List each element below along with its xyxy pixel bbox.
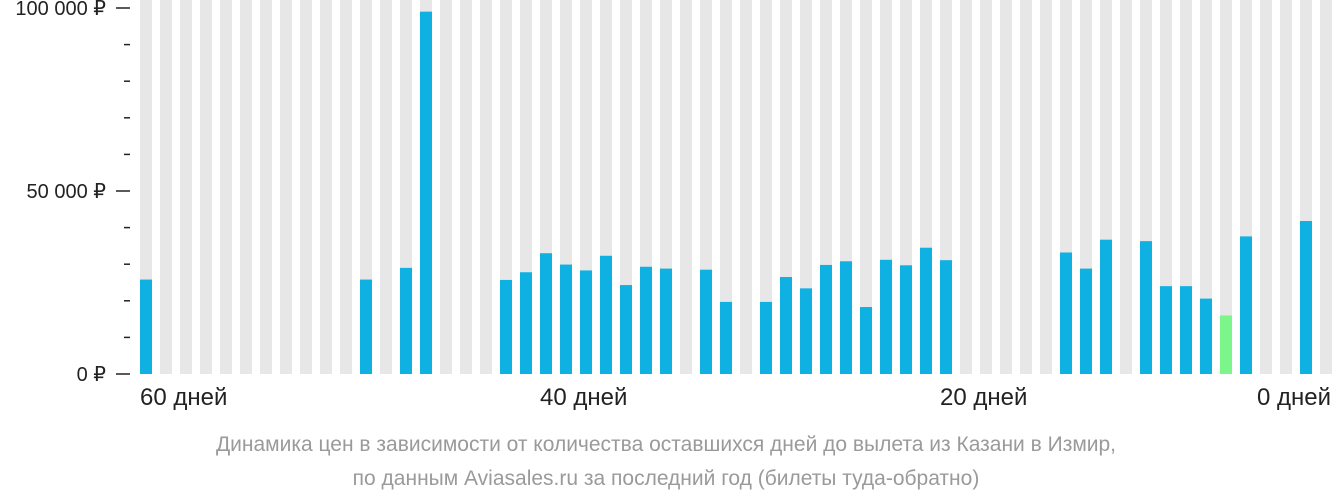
x-tick-label: 60 дней <box>140 384 227 411</box>
background-column <box>160 0 172 374</box>
bar <box>560 264 572 374</box>
background-column <box>680 0 692 374</box>
background-column <box>760 0 772 374</box>
y-tick-label: 50 000 ₽ <box>27 181 107 203</box>
background-column <box>200 0 212 374</box>
bar <box>1240 236 1252 374</box>
background-column <box>860 0 872 374</box>
background-column <box>980 0 992 374</box>
bar <box>700 269 712 374</box>
bar <box>820 264 832 374</box>
background-column <box>460 0 472 374</box>
bar <box>640 266 652 374</box>
background-column <box>960 0 972 374</box>
bar <box>940 260 952 374</box>
bar <box>800 288 812 374</box>
bar <box>1160 286 1172 374</box>
background-columns <box>140 0 1332 374</box>
background-column <box>1280 0 1292 374</box>
background-column <box>320 0 332 374</box>
bar <box>840 261 852 374</box>
background-column <box>720 0 732 374</box>
bar <box>900 265 912 374</box>
x-tick-label: 20 дней <box>940 384 1027 411</box>
background-column <box>300 0 312 374</box>
background-column <box>440 0 452 374</box>
bar <box>620 285 632 374</box>
background-column <box>1020 0 1032 374</box>
x-tick-label: 0 дней <box>1257 384 1331 411</box>
y-tick-label: 100 000 ₽ <box>15 0 106 20</box>
bar <box>760 301 772 374</box>
bar <box>880 259 892 374</box>
background-column <box>260 0 272 374</box>
background-column <box>180 0 192 374</box>
background-column <box>1040 0 1052 374</box>
bar <box>780 277 792 374</box>
chart-caption-line-2: по данным Aviasales.ru за последний год … <box>352 467 980 490</box>
bar <box>580 270 592 374</box>
bar <box>920 247 932 374</box>
background-column <box>1320 0 1332 374</box>
price-bars <box>140 11 1312 374</box>
background-column <box>1200 0 1212 374</box>
background-column <box>800 0 812 374</box>
bar <box>360 279 372 374</box>
bar <box>720 301 732 374</box>
bar <box>1180 286 1192 374</box>
background-column <box>220 0 232 374</box>
background-column <box>1180 0 1192 374</box>
background-column <box>380 0 392 374</box>
bar <box>540 253 552 374</box>
y-tick-label: 0 ₽ <box>77 364 107 386</box>
bar <box>1300 221 1312 374</box>
price-dynamics-chart: 0 ₽ 50 000 ₽ 100 000 ₽ 60 дней 40 дней 20 дн… <box>15 0 1332 411</box>
background-column <box>620 0 632 374</box>
bar <box>400 267 412 374</box>
bar <box>1100 239 1112 374</box>
bar-highlight <box>1220 315 1232 374</box>
background-column <box>1160 0 1172 374</box>
bar <box>1060 252 1072 374</box>
bar <box>500 279 512 374</box>
bar <box>1080 268 1092 374</box>
bar <box>140 279 152 374</box>
bar <box>600 255 612 374</box>
background-column <box>340 0 352 374</box>
background-column <box>280 0 292 374</box>
y-axis: 0 ₽ 50 000 ₽ 100 000 ₽ <box>15 0 130 386</box>
x-tick-label: 40 дней <box>540 384 627 411</box>
background-column <box>1000 0 1012 374</box>
bar <box>1200 298 1212 374</box>
background-column <box>240 0 252 374</box>
background-column <box>1220 0 1232 374</box>
bar <box>860 307 872 374</box>
bar <box>1140 241 1152 374</box>
chart-caption-line-1: Динамика цен в зависимости от количества… <box>215 433 1117 456</box>
x-axis: 60 дней 40 дней 20 дней 0 дней <box>140 384 1331 411</box>
background-column <box>480 0 492 374</box>
background-column <box>1120 0 1132 374</box>
background-column <box>740 0 752 374</box>
bar <box>520 272 532 374</box>
bar <box>420 11 432 374</box>
bar <box>660 268 672 374</box>
background-column <box>1260 0 1272 374</box>
